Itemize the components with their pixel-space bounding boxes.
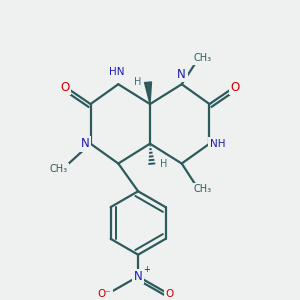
Text: H: H: [134, 77, 142, 87]
Text: O⁻: O⁻: [98, 289, 111, 299]
Text: O: O: [166, 289, 174, 299]
Text: O: O: [60, 81, 69, 94]
Text: O: O: [231, 81, 240, 94]
Text: NH: NH: [210, 139, 225, 149]
Polygon shape: [145, 82, 152, 104]
Text: CH₃: CH₃: [194, 184, 211, 194]
Text: CH₃: CH₃: [50, 164, 68, 175]
Text: +: +: [144, 265, 151, 274]
Text: N: N: [134, 270, 142, 283]
Text: H: H: [160, 158, 168, 169]
Text: N: N: [177, 68, 186, 81]
Text: CH₃: CH₃: [194, 53, 211, 64]
Text: N: N: [81, 137, 90, 150]
Text: HN: HN: [109, 67, 124, 77]
